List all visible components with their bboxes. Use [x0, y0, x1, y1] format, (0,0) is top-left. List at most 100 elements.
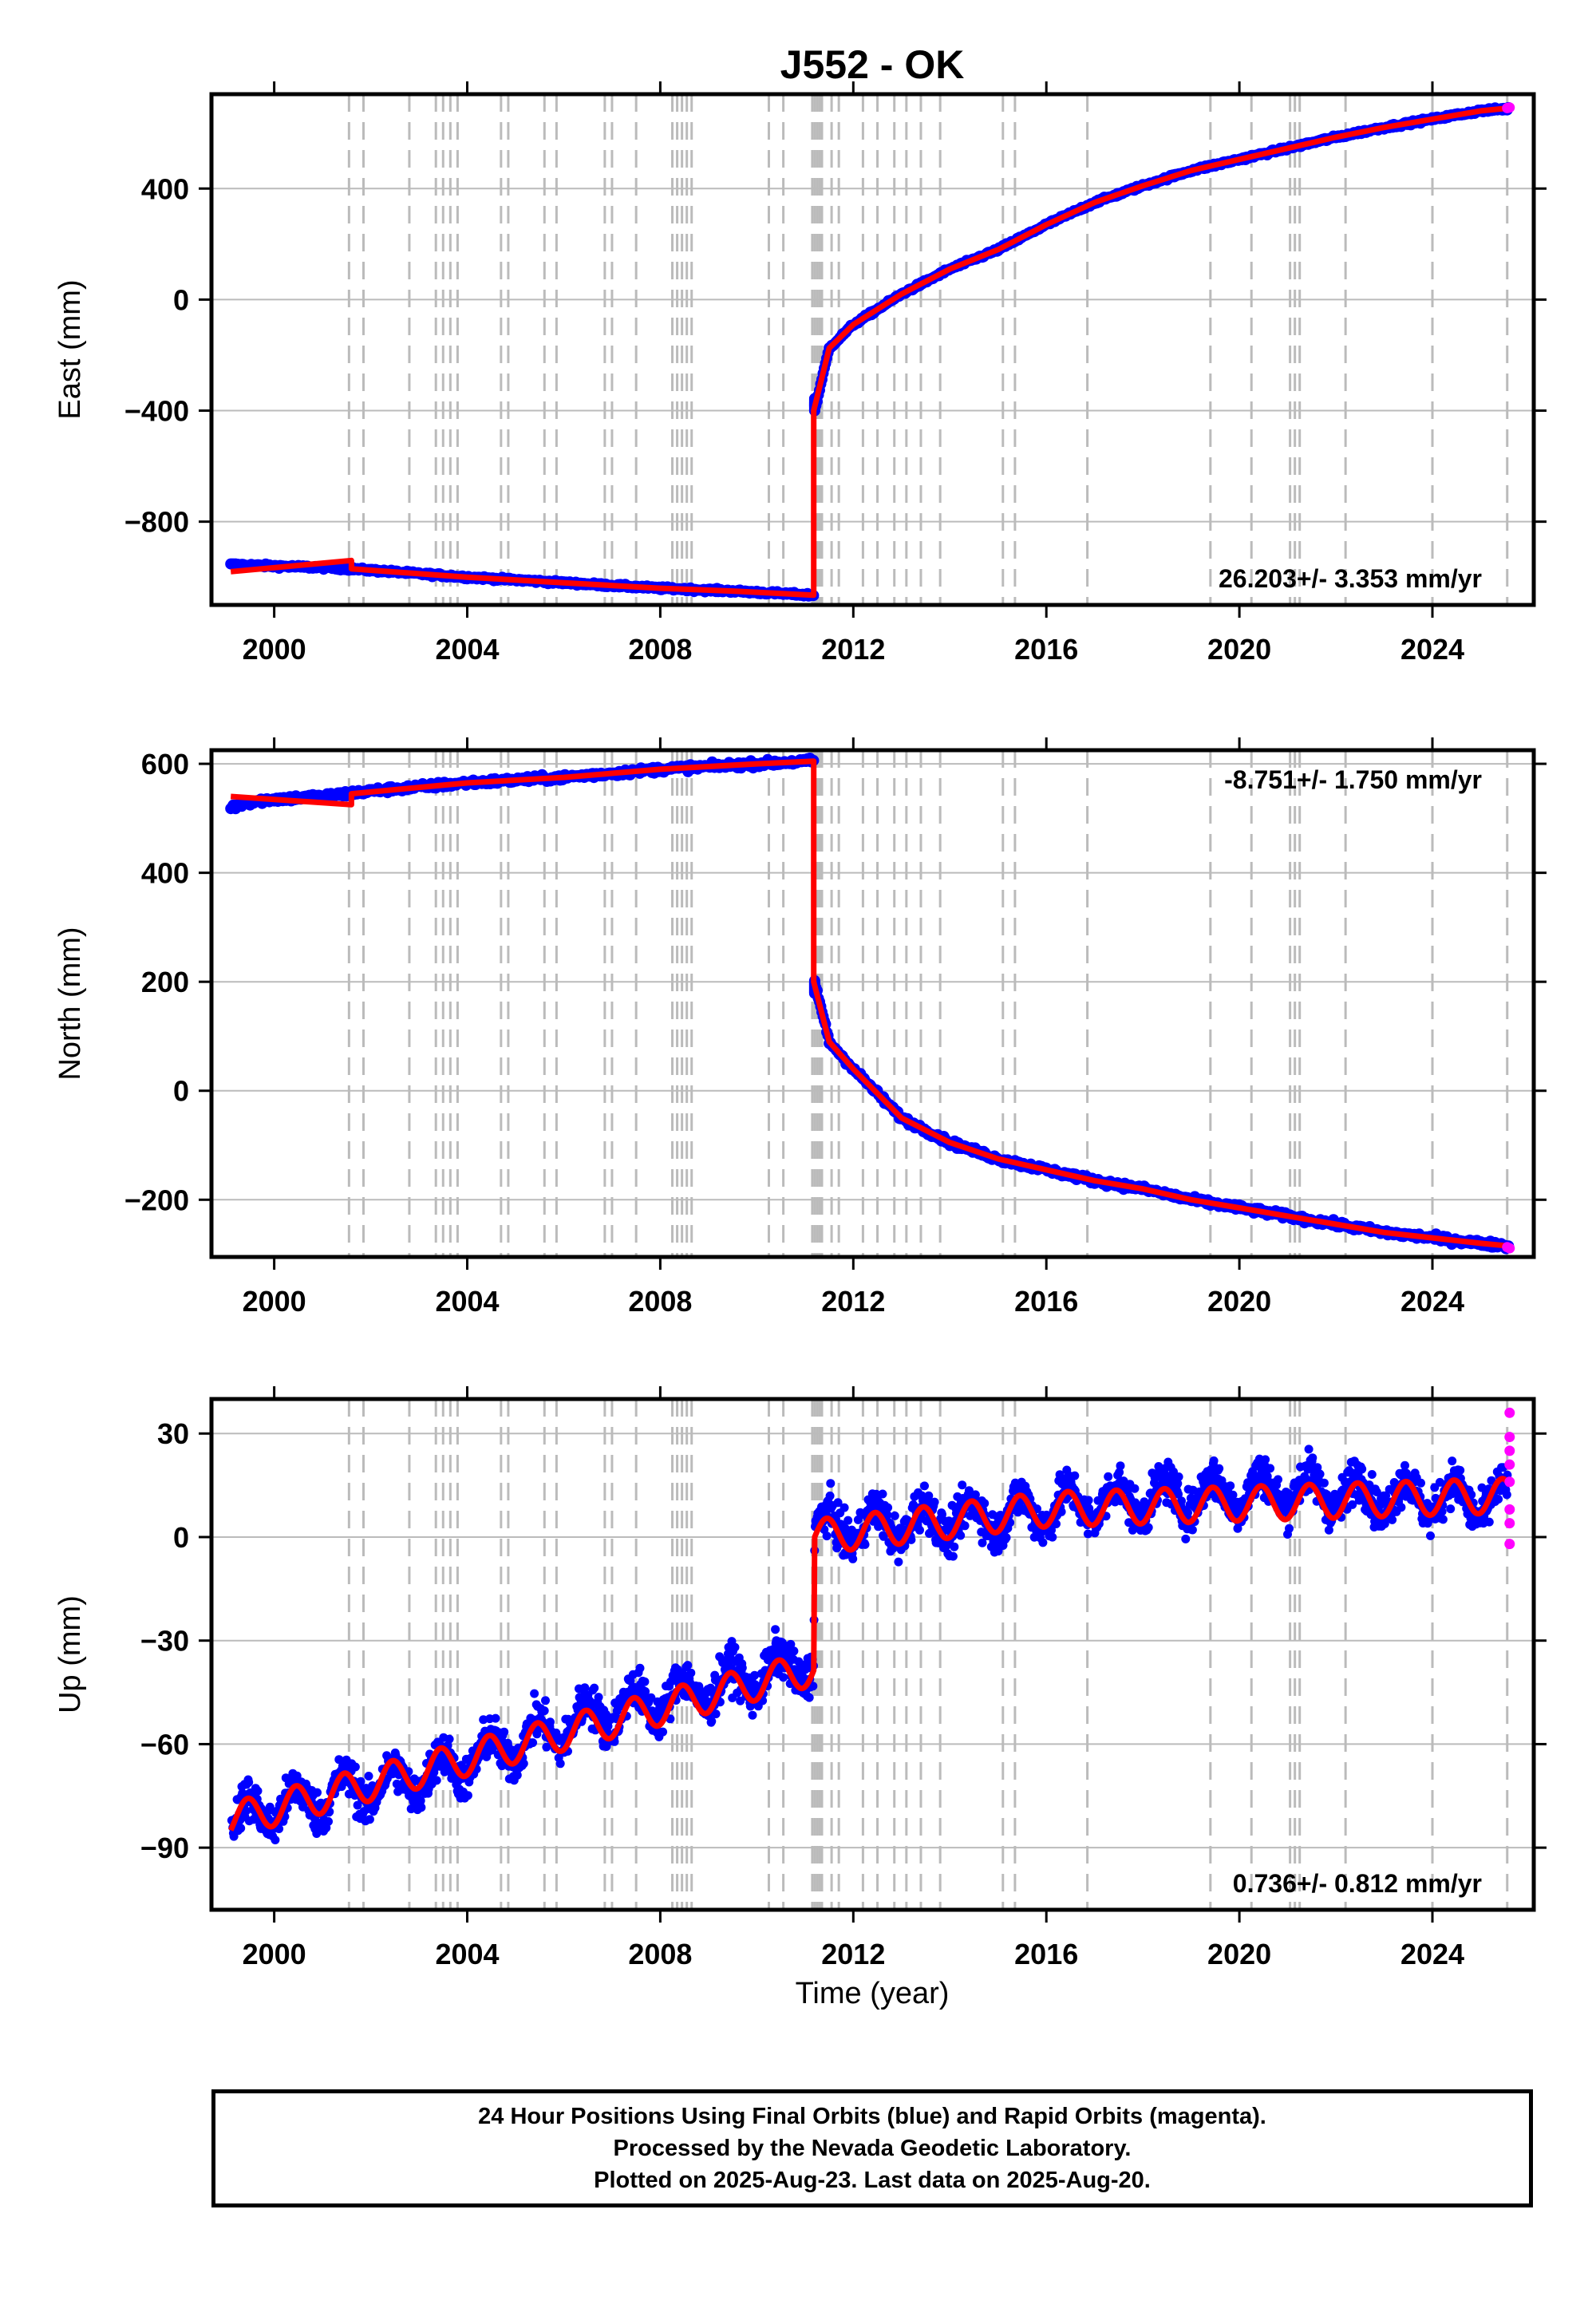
final-orbit-point — [1400, 1460, 1409, 1470]
x-tick-label: 2016 — [1014, 633, 1078, 666]
final-orbit-point — [915, 1525, 924, 1535]
final-orbit-point — [748, 1710, 757, 1720]
y-tick-label: −800 — [124, 506, 189, 539]
final-orbit-point — [878, 1489, 887, 1499]
model-line — [230, 758, 1511, 1249]
final-orbit-point — [512, 1770, 522, 1780]
final-orbit-point — [1130, 1484, 1140, 1493]
final-orbit-point — [924, 1491, 934, 1500]
final-orbit-point — [1174, 1489, 1183, 1499]
final-orbit-point — [580, 1683, 590, 1693]
plot-area — [225, 101, 1515, 602]
x-tick-label: 2008 — [628, 633, 692, 666]
final-orbit-point — [1308, 1453, 1317, 1463]
final-orbit-point — [1416, 1478, 1425, 1488]
final-orbit-point — [860, 1539, 870, 1549]
final-orbit-point — [1266, 1464, 1275, 1473]
up-panel: 2000 2004 2008 2012 2016 2020 2024−90−60−30030… — [53, 1386, 1547, 1970]
x-tick-label: 2004 — [435, 633, 499, 666]
final-orbit-point — [1052, 1520, 1061, 1528]
final-orbit-point — [1001, 1533, 1011, 1543]
final-orbit-point — [542, 1742, 551, 1752]
final-orbit-point — [1070, 1471, 1080, 1480]
final-orbit-point — [1437, 1507, 1447, 1516]
final-orbit-point — [1448, 1456, 1457, 1466]
final-orbit-point — [241, 1806, 251, 1816]
final-orbit-point — [500, 1727, 509, 1737]
final-orbit-point — [826, 1479, 836, 1488]
final-orbit-point — [789, 1646, 799, 1656]
final-orbit-point — [1115, 1468, 1124, 1477]
final-orbit-point — [771, 1625, 780, 1634]
final-orbit-point — [1228, 1490, 1238, 1500]
y-tick-label: 200 — [141, 966, 189, 998]
plot-frame — [209, 1397, 1536, 1912]
x-tick-label: 2000 — [243, 1938, 306, 1970]
final-orbit-point — [1174, 1472, 1183, 1481]
x-tick-label: 2008 — [628, 1285, 692, 1318]
final-orbit-point — [879, 1531, 888, 1541]
x-tick-label: 2024 — [1400, 1938, 1464, 1970]
final-orbit-point — [406, 1804, 416, 1814]
final-orbit-point — [1048, 1532, 1057, 1542]
final-orbit-point — [707, 1717, 717, 1726]
final-orbit-point — [491, 1713, 500, 1723]
y-axis-label: East (mm) — [53, 279, 87, 419]
final-orbit-point — [1261, 1455, 1270, 1464]
final-orbit-point — [804, 1693, 814, 1702]
final-orbit-point — [356, 1777, 365, 1786]
rapid-orbit-point — [1504, 1243, 1515, 1254]
final-orbit-point — [1274, 1475, 1282, 1484]
final-orbit-point — [1038, 1538, 1048, 1547]
final-orbit-point — [1226, 1481, 1235, 1491]
final-orbit-point — [594, 1693, 603, 1702]
y-axis-label: North (mm) — [53, 927, 87, 1080]
final-orbit-point — [641, 1687, 650, 1696]
y-tick-label: 600 — [141, 748, 189, 781]
final-orbit-point — [1183, 1508, 1192, 1517]
rapid-orbit-point — [1504, 1518, 1515, 1529]
rapid-orbit-point — [1504, 1459, 1515, 1470]
final-orbit-point — [236, 1824, 246, 1833]
final-orbit-point — [950, 1542, 959, 1551]
y-tick-label: −400 — [124, 395, 189, 428]
final-orbit-point — [1319, 1478, 1329, 1488]
final-orbit-point — [1494, 1495, 1503, 1504]
final-orbit-point — [1144, 1523, 1153, 1532]
final-orbit-point — [555, 1759, 565, 1769]
final-orbit-point — [843, 1516, 853, 1525]
final-orbit-point — [711, 1709, 721, 1719]
final-orbit-point — [271, 1836, 280, 1844]
final-orbit-point — [1057, 1507, 1066, 1516]
x-tick-label: 2016 — [1014, 1285, 1078, 1318]
final-orbit-point — [779, 1673, 788, 1682]
final-orbit-point — [640, 1677, 650, 1686]
final-orbit-point — [1215, 1464, 1224, 1473]
x-axis-label: Time (year) — [796, 1977, 950, 2010]
plot-frame — [209, 92, 1536, 607]
final-orbit-point — [848, 1554, 858, 1563]
final-orbit-point — [1367, 1470, 1377, 1479]
final-orbit-point — [839, 1503, 849, 1512]
final-orbit-point — [519, 1759, 528, 1769]
rapid-orbit-point — [1504, 1539, 1515, 1550]
final-orbit-point — [1055, 1470, 1065, 1480]
final-orbit-point — [416, 1796, 425, 1805]
final-orbit-point — [938, 1510, 946, 1520]
x-tick-label: 2016 — [1014, 1938, 1078, 1970]
y-tick-label: −30 — [140, 1625, 189, 1658]
y-tick-label: 0 — [173, 1075, 189, 1108]
x-tick-label: 2020 — [1207, 1285, 1271, 1318]
final-orbit-point — [883, 1510, 892, 1520]
final-orbit-point — [786, 1639, 796, 1649]
final-orbit-point — [825, 1491, 835, 1500]
final-orbit-point — [894, 1557, 903, 1567]
final-orbit-point — [1084, 1496, 1093, 1505]
rapid-orbit-point — [1504, 1432, 1515, 1443]
rapid-orbit-point — [1504, 1407, 1515, 1418]
final-orbit-point — [324, 1816, 333, 1826]
final-orbit-point — [1348, 1500, 1357, 1509]
final-orbit-point — [750, 1670, 760, 1680]
final-orbit-point — [822, 1531, 832, 1541]
